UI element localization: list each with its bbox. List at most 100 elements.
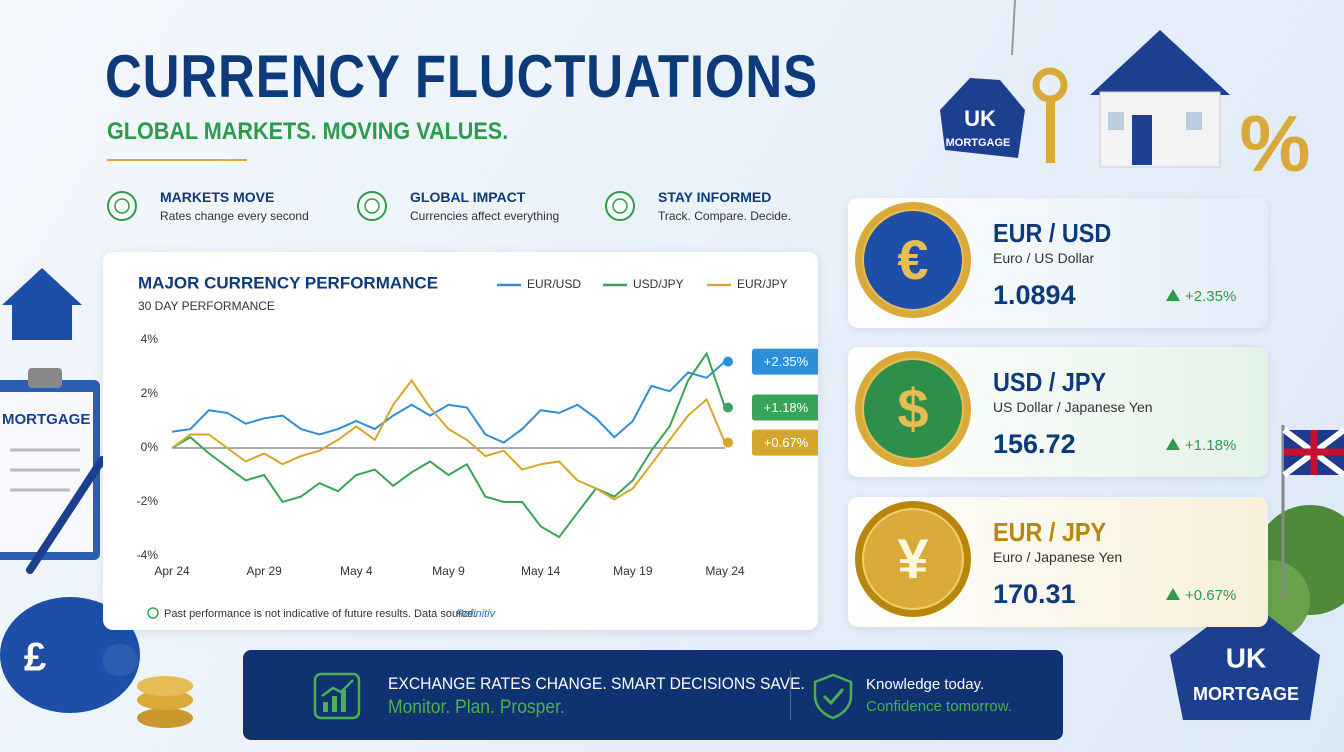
pair-name: Euro / US Dollar xyxy=(993,250,1095,266)
clipboard-paper xyxy=(0,392,93,552)
rate-card: $ USD / JPY US Dollar / Japanese Yen 156.72… xyxy=(848,347,1268,477)
x-tick-label: Apr 24 xyxy=(154,564,190,578)
icon-inner xyxy=(612,198,628,214)
house-window xyxy=(1108,112,1124,130)
banner-text: Confidence tomorrow. xyxy=(866,698,1012,715)
key xyxy=(1032,67,1068,103)
house-window xyxy=(1186,112,1202,130)
legend-label: EUR/JPY xyxy=(737,277,788,291)
rate: 156.72 xyxy=(993,429,1076,459)
x-tick-label: May 9 xyxy=(432,564,465,578)
pen xyxy=(26,456,106,574)
series-line xyxy=(171,351,726,539)
y-tick-label: -4% xyxy=(137,548,159,562)
feature-icon xyxy=(605,191,635,221)
underline xyxy=(107,159,247,161)
pair: USD / JPY xyxy=(993,367,1107,397)
coin-stack xyxy=(137,690,193,710)
key-ring xyxy=(1011,0,1016,56)
end-badge xyxy=(752,429,820,456)
coin-symbol: € xyxy=(897,228,928,291)
banner-text: EXCHANGE RATES CHANGE. SMART DECISIONS S… xyxy=(388,674,805,693)
source: Refinitiv xyxy=(456,608,497,620)
change: +0.67% xyxy=(1185,587,1237,604)
page-subtitle: GLOBAL MARKETS. MOVING VALUES. xyxy=(107,118,509,145)
y-tick-label: 0% xyxy=(141,440,159,454)
feature-title: MARKETS MOVE xyxy=(160,189,275,205)
end-badge xyxy=(752,394,820,421)
y-tick-label: 2% xyxy=(141,386,159,400)
up-arrow xyxy=(1166,289,1180,301)
rate: 170.31 xyxy=(993,579,1076,609)
divider xyxy=(790,670,791,720)
icon-bar xyxy=(323,702,328,712)
feature-title: STAY INFORMED xyxy=(658,189,772,205)
x-tick-label: May 24 xyxy=(705,564,745,578)
feature-icon xyxy=(357,191,387,221)
small-house xyxy=(12,300,72,340)
icon-inner xyxy=(114,198,130,214)
up-arrow xyxy=(1166,438,1180,450)
tag-text: MORTGAGE xyxy=(946,137,1011,149)
legend-label: USD/JPY xyxy=(633,277,684,291)
x-tick-label: May 4 xyxy=(340,564,373,578)
coin-symbol: ¥ xyxy=(897,527,928,590)
feature-icon xyxy=(107,191,137,221)
banner: EXCHANGE RATES CHANGE. SMART DECISIONS S… xyxy=(243,650,1063,740)
clipboard-text: MORTGAGE xyxy=(2,411,90,428)
change: +2.35% xyxy=(1185,288,1237,305)
series-line xyxy=(171,360,726,444)
page-title: CURRENCY FLUCTUATIONS xyxy=(105,43,818,110)
feature-text: Track. Compare. Decide. xyxy=(658,209,791,223)
chart-card: MAJOR CURRENCY PERFORMANCE 30 DAY PERFOR… xyxy=(103,252,820,630)
icon-inner xyxy=(364,198,380,214)
up-arrow xyxy=(1166,588,1180,600)
icon-bar xyxy=(341,690,346,712)
icon-circle xyxy=(107,191,137,221)
icon-circle xyxy=(605,191,635,221)
banner-text: Monitor. Plan. Prosper. xyxy=(388,697,565,718)
coin-stack xyxy=(137,708,193,728)
piggy-symbol: £ xyxy=(24,636,46,680)
pair: EUR / JPY xyxy=(993,517,1107,547)
rate-card: ¥ EUR / JPY Euro / Japanese Yen 170.31 +0.67… xyxy=(848,497,1268,627)
x-tick-label: May 14 xyxy=(521,564,561,578)
end-badge xyxy=(752,348,820,375)
end-dot xyxy=(723,402,733,413)
house-text: UK xyxy=(1226,642,1266,673)
shield-icon xyxy=(813,673,853,720)
coin-face xyxy=(862,358,964,460)
x-tick-label: Apr 29 xyxy=(246,564,282,578)
coin-symbol: $ xyxy=(897,377,928,440)
rate: 1.0894 xyxy=(993,280,1076,310)
end-dot xyxy=(723,356,733,367)
shield xyxy=(813,673,853,720)
check xyxy=(822,688,845,706)
rate-card: € EUR / USD Euro / US Dollar 1.0894 +2.35% xyxy=(848,198,1268,328)
end-label: +2.35% xyxy=(764,354,809,369)
change: +1.18% xyxy=(1185,437,1237,454)
chart-icon xyxy=(313,672,361,720)
key xyxy=(1046,98,1055,163)
coin: $ xyxy=(855,351,971,467)
y-tick-label: -2% xyxy=(137,494,159,508)
icon-bar xyxy=(332,696,337,712)
coin-face xyxy=(862,508,964,610)
icon-circle xyxy=(357,191,387,221)
chart-subtitle: 30 DAY PERFORMANCE xyxy=(138,299,275,313)
clip xyxy=(28,368,62,388)
end-dot xyxy=(723,437,733,448)
coin: ¥ xyxy=(855,501,971,617)
pair-name: US Dollar / Japanese Yen xyxy=(993,399,1153,415)
feature-text: Rates change every second xyxy=(160,209,309,223)
x-tick-label: May 19 xyxy=(613,564,653,578)
coin-stack xyxy=(137,676,193,696)
pair-name: Euro / Japanese Yen xyxy=(993,549,1123,565)
feature-title: GLOBAL IMPACT xyxy=(410,189,526,205)
icon-frame xyxy=(313,672,361,720)
chart-title: MAJOR CURRENCY PERFORMANCE xyxy=(138,273,438,292)
end-label: +1.18% xyxy=(764,400,809,415)
house-text: MORTGAGE xyxy=(1193,684,1299,704)
coin: € xyxy=(855,202,971,318)
